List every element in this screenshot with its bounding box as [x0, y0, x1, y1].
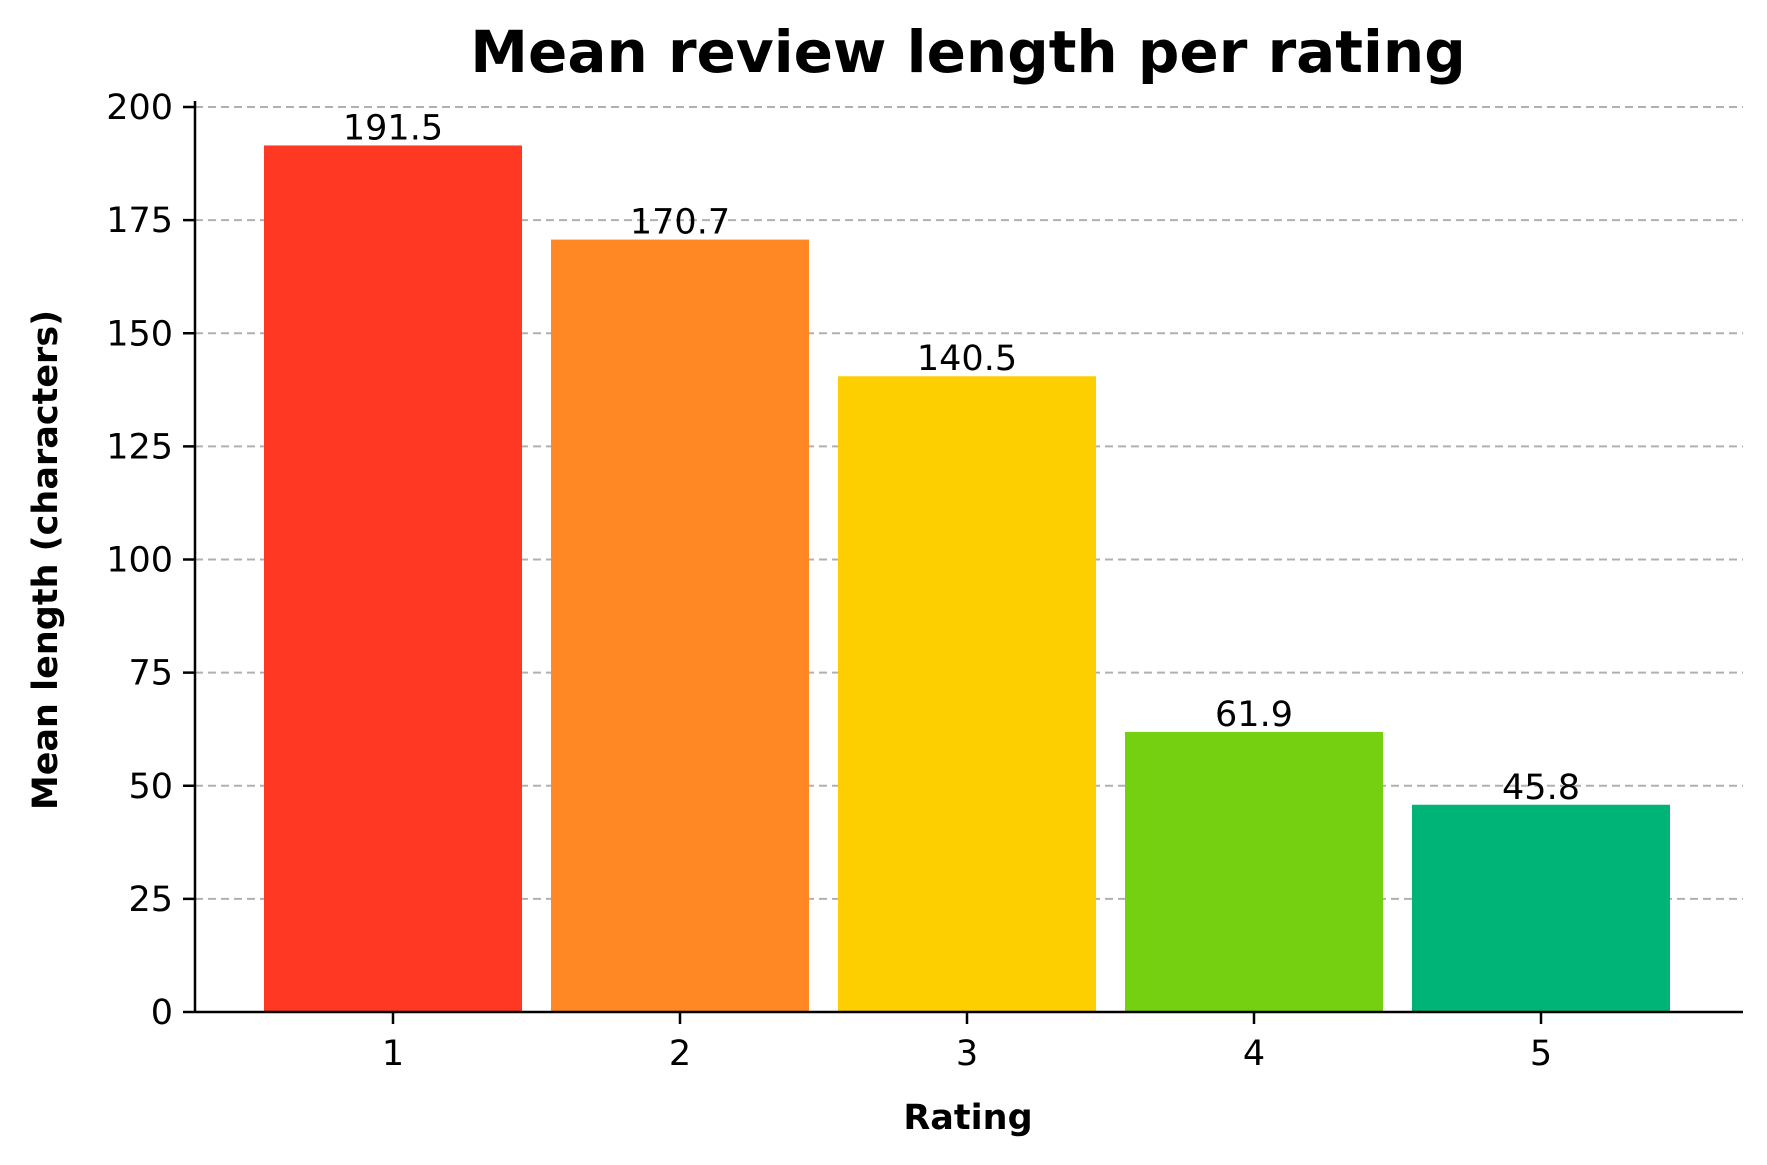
y-tick-label: 50: [128, 767, 173, 807]
y-tick-label: 125: [106, 427, 173, 467]
chart-title: Mean review length per rating: [470, 18, 1465, 86]
x-axis-label: Rating: [903, 1098, 1032, 1138]
x-tick-label: 1: [382, 1034, 404, 1074]
bar-rating-1: [264, 145, 522, 1012]
bars-layer: [264, 145, 1670, 1012]
y-tick-label: 175: [106, 201, 173, 241]
bar-rating-2: [551, 239, 809, 1012]
y-tick-label: 25: [128, 880, 173, 920]
data-label-rating-2: 170.7: [630, 203, 730, 243]
axes-layer: [193, 101, 1743, 1014]
x-tick-label: 4: [1243, 1034, 1265, 1074]
data-label-rating-5: 45.8: [1502, 768, 1580, 808]
x-tick-label: 5: [1530, 1034, 1552, 1074]
bar-rating-4: [1125, 731, 1383, 1012]
data-label-rating-4: 61.9: [1215, 695, 1293, 735]
data-label-rating-1: 191.5: [343, 108, 443, 148]
y-axis-label: Mean length (characters): [26, 310, 66, 810]
y-tick-label: 150: [106, 314, 173, 354]
data-labels-layer: 191.5 170.7 140.5 61.9 45.8: [343, 108, 1580, 807]
y-tick-label: 100: [106, 541, 173, 581]
y-tick-label: 75: [128, 654, 173, 694]
bar-rating-5: [1412, 804, 1670, 1012]
x-tick-label: 3: [956, 1034, 978, 1074]
ticks-layer: 0 25 50 75 100 125 150 175 200 1 2 3 4 5: [106, 88, 1552, 1074]
x-tick-label: 2: [669, 1034, 691, 1074]
data-label-rating-3: 140.5: [917, 339, 1017, 379]
y-tick-label: 0: [151, 993, 173, 1033]
y-tick-label: 200: [106, 88, 173, 128]
bar-rating-3: [838, 376, 1096, 1012]
